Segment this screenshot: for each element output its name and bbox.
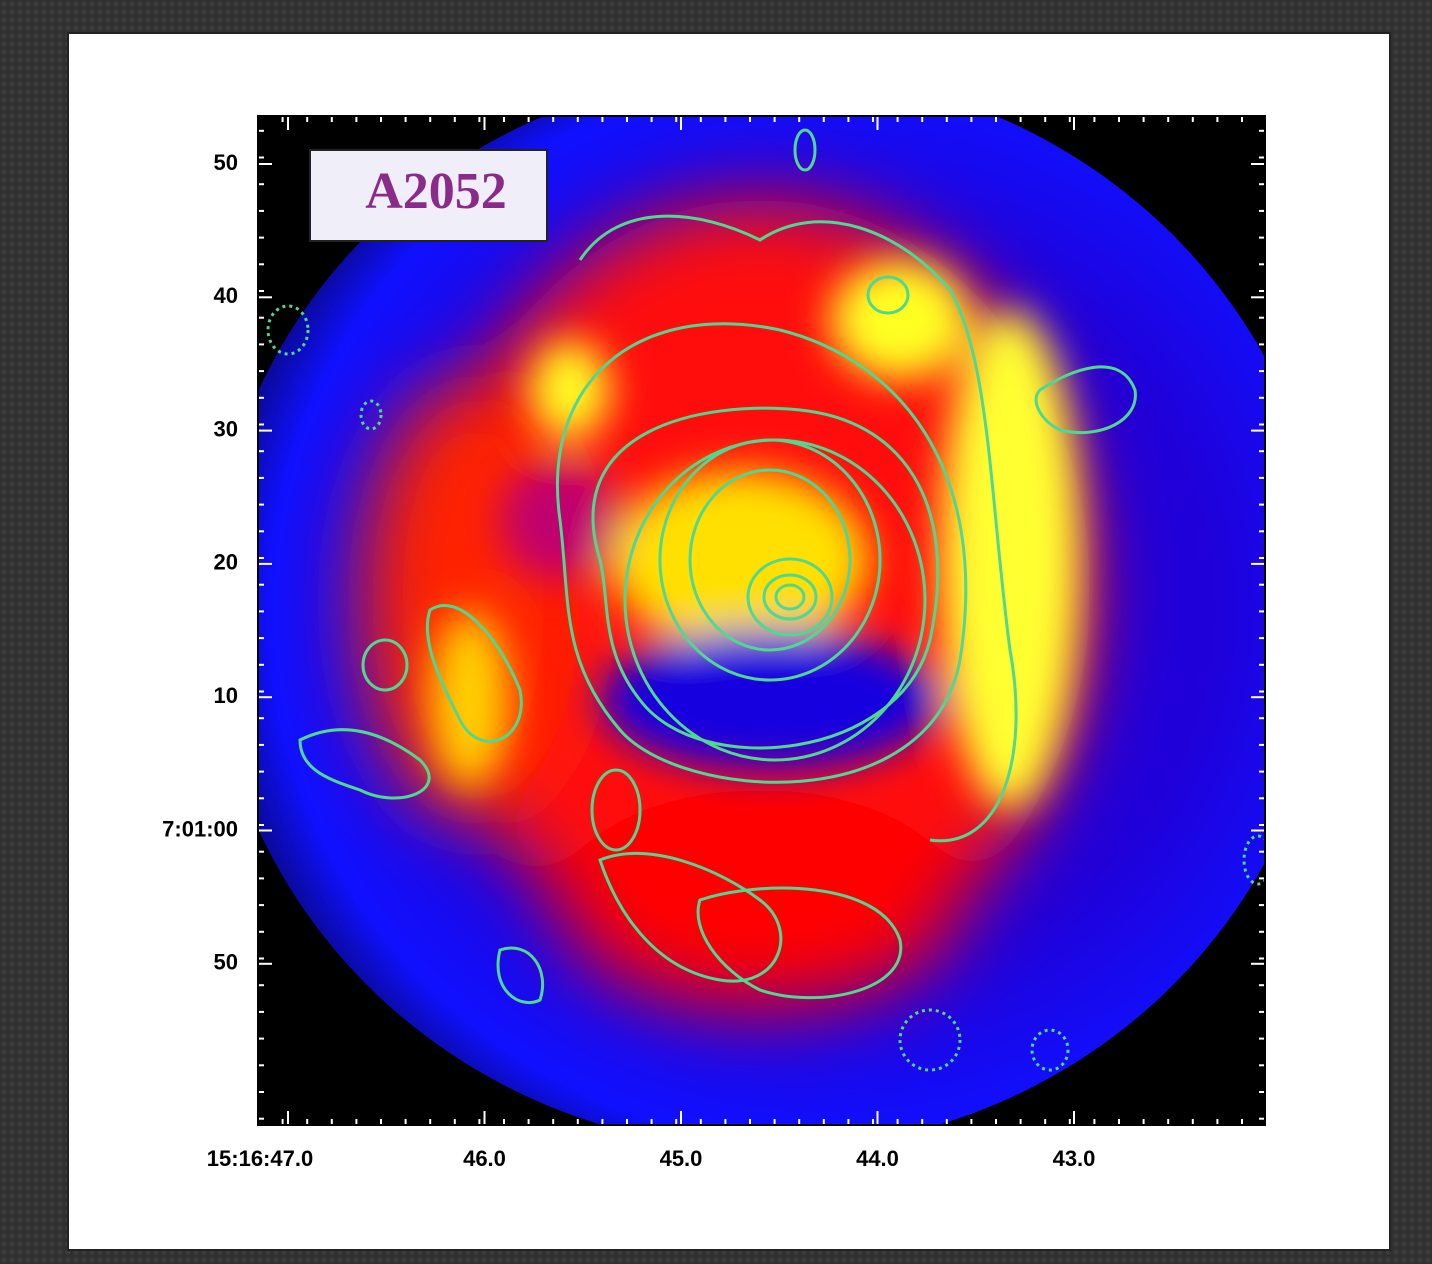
cluster-label: A2052 [365, 163, 507, 220]
x-tick-label: 43.0 [1053, 1146, 1096, 1171]
y-tick-label: 40 [214, 283, 238, 308]
x-tick-label: 46.0 [463, 1146, 506, 1171]
x-tick-label: 45.0 [660, 1146, 703, 1171]
label-box [309, 149, 548, 242]
y-tick-label: 50 [214, 950, 238, 975]
y-tick-label: 20 [214, 550, 238, 575]
x-tick-label: 44.0 [856, 1146, 899, 1171]
x-tick-label: 15:16:47.0 [207, 1146, 313, 1171]
y-tick-label: 7:01:00 [162, 816, 238, 841]
image [258, 116, 1265, 1125]
y-tick-label: 50 [214, 150, 238, 175]
y-tick-label: 10 [214, 683, 238, 708]
y-tick-label: 30 [214, 416, 238, 441]
plot-border [257, 115, 1266, 1126]
